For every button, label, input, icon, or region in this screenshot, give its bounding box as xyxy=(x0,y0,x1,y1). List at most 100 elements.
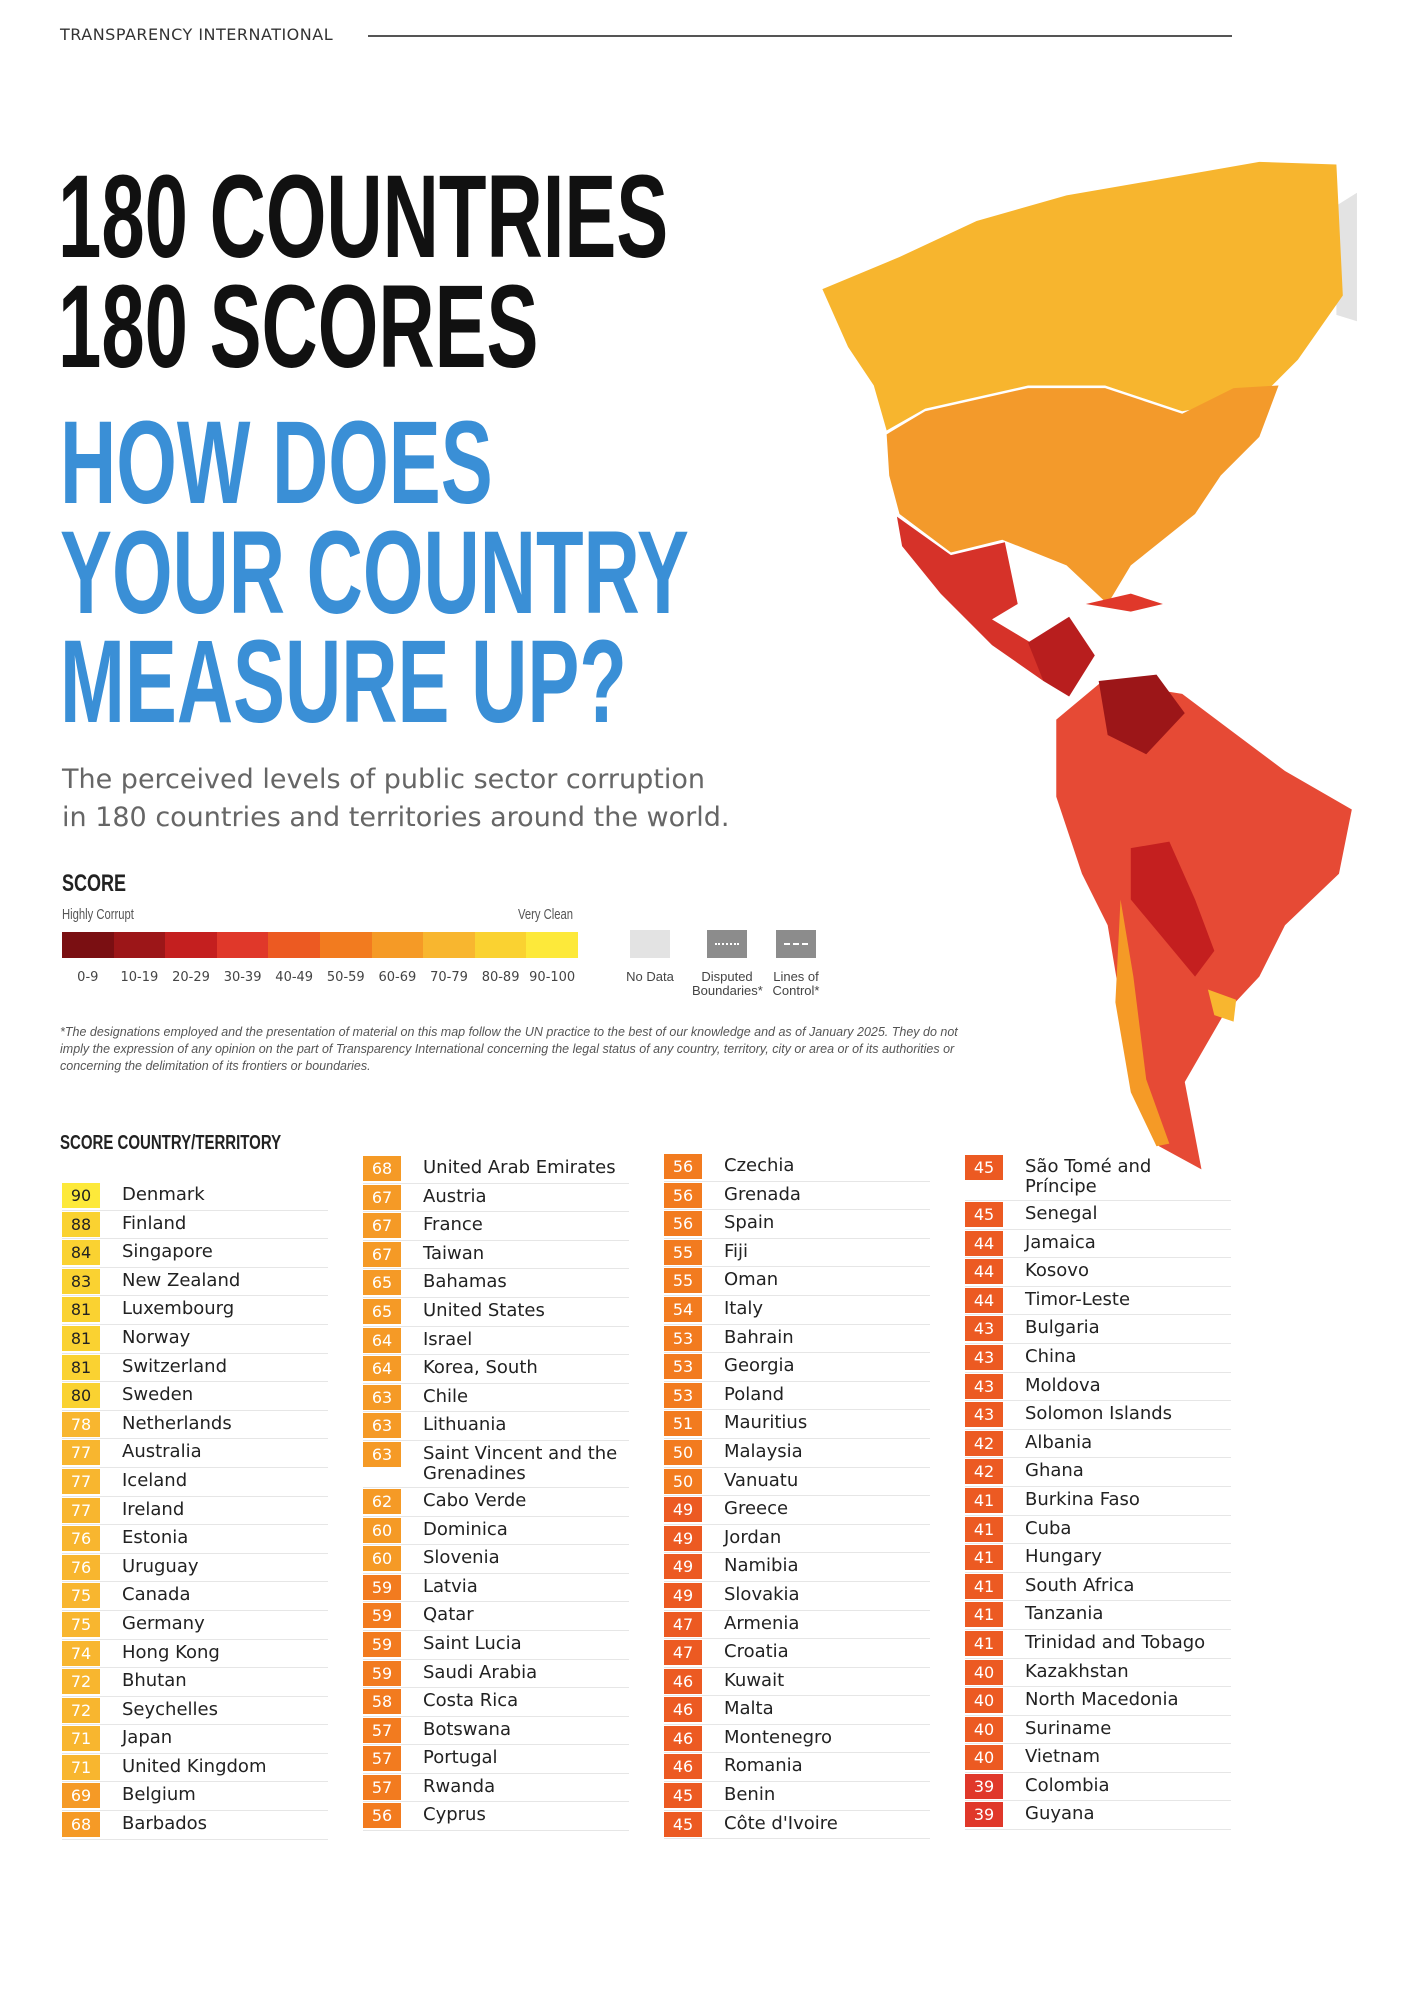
country: Benin xyxy=(724,1784,776,1806)
table-row: 53 Poland xyxy=(664,1382,930,1411)
score: 78 xyxy=(62,1411,100,1437)
country: Australia xyxy=(122,1441,202,1463)
score: 60 xyxy=(363,1517,401,1543)
score: 44 xyxy=(965,1230,1003,1256)
country: Belgium xyxy=(122,1784,196,1806)
table-row: 46 Malta xyxy=(664,1696,930,1725)
score: 47 xyxy=(664,1640,702,1666)
score: 41 xyxy=(965,1630,1003,1656)
country: Bahamas xyxy=(423,1271,507,1293)
table-row: 41 Tanzania xyxy=(965,1601,1231,1630)
table-row: 41 Burkina Faso xyxy=(965,1487,1231,1516)
score: 69 xyxy=(62,1783,100,1809)
headline-line: HOW DOES xyxy=(60,397,493,529)
table-row: 81 Switzerland xyxy=(62,1354,328,1383)
table-column: 56 Czechia 56 Grenada 56 Spain 55 Fiji 55 Oman 54 I… xyxy=(664,1153,930,1840)
country: Georgia xyxy=(724,1355,795,1377)
table-row: 55 Oman xyxy=(664,1267,930,1296)
country: Burkina Faso xyxy=(1025,1488,1140,1510)
country: United States xyxy=(423,1299,545,1321)
legend-label: 30-39 xyxy=(223,970,262,985)
score: 81 xyxy=(62,1297,100,1323)
score: 44 xyxy=(965,1287,1003,1313)
table-row: 63 Saint Vincent and the Grenadines xyxy=(363,1441,629,1488)
score: 72 xyxy=(62,1697,100,1723)
country: Senegal xyxy=(1025,1203,1098,1224)
country: Spain xyxy=(724,1212,775,1234)
table-row: 59 Saint Lucia xyxy=(363,1631,629,1660)
table-row: 53 Bahrain xyxy=(664,1325,930,1354)
table-row: 46 Romania xyxy=(664,1753,930,1783)
score: 41 xyxy=(965,1573,1003,1599)
country: Netherlands xyxy=(122,1412,232,1434)
score: 60 xyxy=(363,1546,401,1572)
table-row: 39 Guyana xyxy=(965,1801,1231,1831)
table-row: 72 Seychelles xyxy=(62,1697,328,1726)
table-row: 44 Timor-Leste xyxy=(965,1287,1231,1316)
country: France xyxy=(423,1214,483,1236)
map-venezuela xyxy=(1098,674,1185,755)
table-row: 64 Korea, South xyxy=(363,1355,629,1384)
table-row: 40 North Macedonia xyxy=(965,1687,1231,1716)
score: 43 xyxy=(965,1402,1003,1428)
country: Cyprus xyxy=(423,1804,486,1826)
table-row: 68 Barbados xyxy=(62,1811,328,1840)
score: 75 xyxy=(62,1611,100,1637)
legend-swatch xyxy=(216,932,269,958)
country: Croatia xyxy=(724,1641,789,1663)
legend-swatch xyxy=(165,932,218,958)
country: Ghana xyxy=(1025,1460,1084,1482)
score: 42 xyxy=(965,1459,1003,1485)
map-bolivia-paraguay xyxy=(1130,841,1215,977)
legend-label: No Data xyxy=(626,969,674,984)
score: 77 xyxy=(62,1497,100,1523)
score: 59 xyxy=(363,1631,401,1657)
country: Uruguay xyxy=(122,1555,199,1577)
table-row: 49 Jordan xyxy=(664,1525,930,1554)
legend-label: 70-79 xyxy=(430,970,468,985)
country: United Kingdom xyxy=(122,1755,267,1777)
country: Japan xyxy=(122,1727,173,1749)
country: Italy xyxy=(724,1297,764,1319)
table-row: 69 Belgium xyxy=(62,1782,328,1812)
country: São Tomé and Príncipe xyxy=(1025,1156,1152,1197)
table-row: 74 Hong Kong xyxy=(62,1640,328,1669)
table-row: 46 Montenegro xyxy=(664,1725,930,1754)
score: 71 xyxy=(62,1726,100,1752)
score: 72 xyxy=(62,1669,100,1695)
country: Greece xyxy=(724,1498,789,1520)
score: 45 xyxy=(965,1155,1003,1180)
map-central-america xyxy=(1028,616,1095,697)
table-row: 43 Bulgaria xyxy=(965,1315,1231,1344)
country: Latvia xyxy=(423,1575,478,1597)
table-row: 76 Uruguay xyxy=(62,1554,328,1583)
country: Czechia xyxy=(724,1155,795,1176)
legend-label: 80-89 xyxy=(481,970,520,985)
country: Ireland xyxy=(122,1498,185,1520)
country: Malta xyxy=(724,1698,774,1720)
score: 50 xyxy=(664,1468,702,1494)
table-row: 39 Colombia xyxy=(965,1773,1231,1802)
score: 68 xyxy=(363,1156,401,1181)
headline-line: MEASURE UP? xyxy=(60,616,627,748)
legend-label: 40-49 xyxy=(275,970,314,985)
score: 77 xyxy=(62,1440,100,1466)
score: 88 xyxy=(62,1211,100,1237)
table-row: 40 Suriname xyxy=(965,1716,1231,1745)
score: 51 xyxy=(664,1411,702,1437)
score: 49 xyxy=(664,1554,702,1580)
table-row: 50 Vanuatu xyxy=(664,1468,930,1497)
country: Lithuania xyxy=(423,1414,507,1436)
country: United Arab Emirates xyxy=(423,1157,616,1178)
legend-swatch xyxy=(268,932,321,958)
table-row: 44 Jamaica xyxy=(965,1230,1231,1259)
table-row: 71 Japan xyxy=(62,1725,328,1754)
table-row: 59 Qatar xyxy=(363,1602,629,1631)
country: Singapore xyxy=(122,1241,213,1263)
table-column: 45 São Tomé and Príncipe 45 Senegal 44 Jamaic… xyxy=(965,1154,1231,1831)
table-row: 55 Fiji xyxy=(664,1239,930,1268)
table-row: 49 Greece xyxy=(664,1496,930,1525)
score: 43 xyxy=(965,1344,1003,1370)
table-row: 90 Denmark xyxy=(62,1182,328,1211)
